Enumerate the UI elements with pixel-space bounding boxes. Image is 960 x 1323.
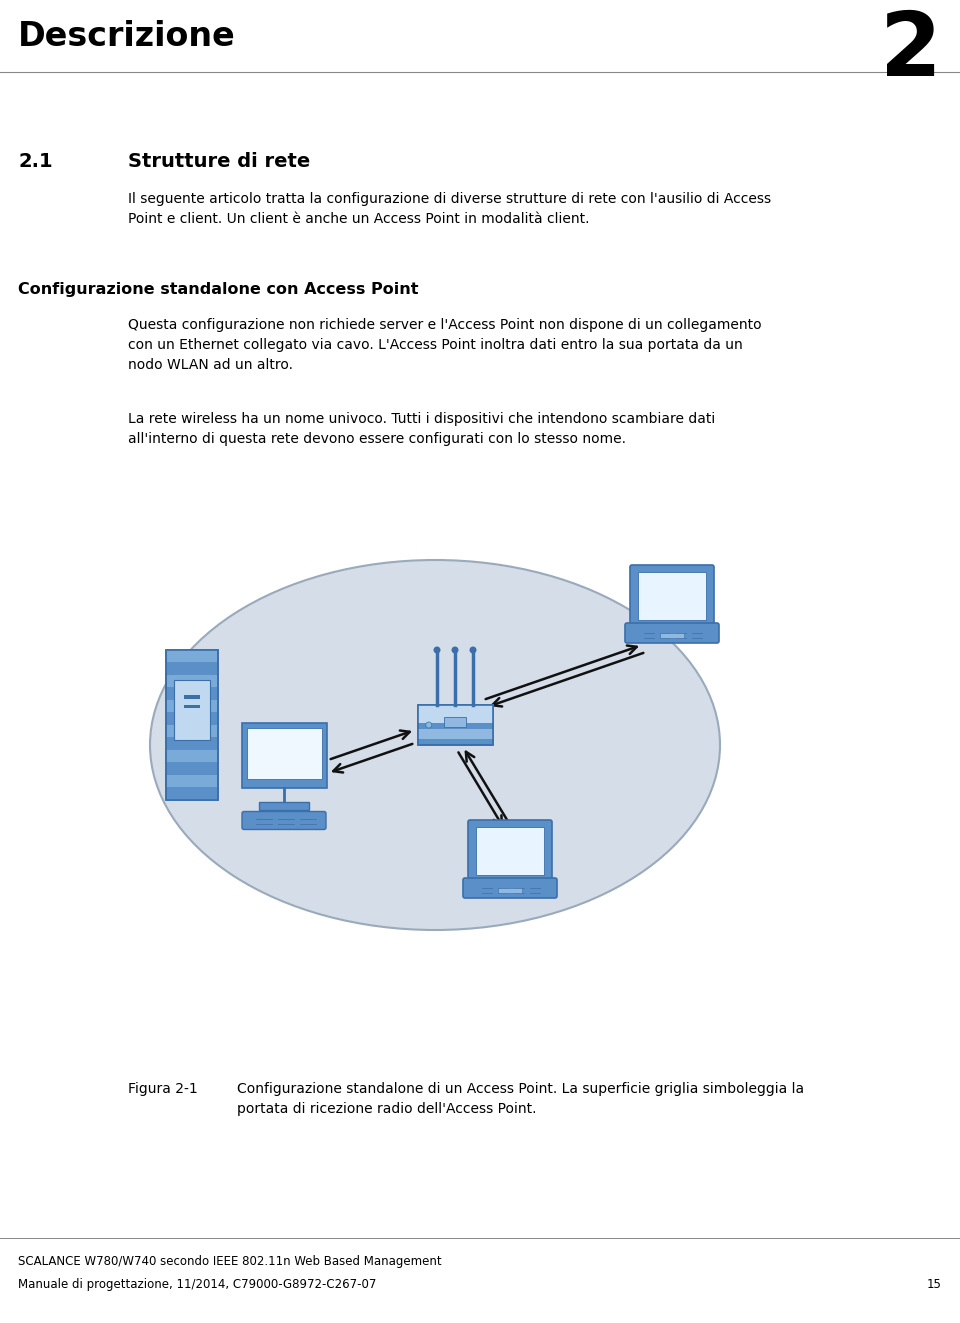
FancyBboxPatch shape — [463, 878, 557, 898]
Bar — [167, 737, 217, 750]
Bar — [167, 700, 217, 712]
Bar — [166, 650, 218, 800]
Text: Configurazione standalone con Access Point: Configurazione standalone con Access Poi… — [18, 282, 419, 296]
Bar — [174, 680, 210, 740]
Text: Manuale di progettazione, 11/2014, C79000-G8972-C267-07: Manuale di progettazione, 11/2014, C7900… — [18, 1278, 376, 1291]
Text: 2.1: 2.1 — [18, 152, 53, 171]
Text: Descrizione: Descrizione — [18, 20, 236, 53]
Circle shape — [469, 647, 476, 654]
Bar — [167, 663, 217, 675]
Bar — [167, 750, 217, 762]
Text: 15: 15 — [927, 1278, 942, 1291]
Text: Il seguente articolo tratta la configurazione di diverse strutture di rete con l: Il seguente articolo tratta la configura… — [128, 192, 771, 226]
Text: Figura 2-1: Figura 2-1 — [128, 1082, 198, 1095]
Bar — [418, 705, 492, 745]
Bar — [242, 722, 326, 787]
Text: La rete wireless ha un nome univoco. Tutti i dispositivi che intendono scambiare: La rete wireless ha un nome univoco. Tut… — [128, 411, 715, 446]
Circle shape — [425, 722, 432, 728]
Bar — [498, 888, 522, 893]
Bar — [184, 705, 200, 708]
Bar — [638, 572, 706, 620]
Bar — [166, 650, 218, 800]
Bar — [167, 775, 217, 787]
Ellipse shape — [150, 560, 720, 930]
Text: Strutture di rete: Strutture di rete — [128, 152, 310, 171]
Bar — [660, 632, 684, 638]
Bar — [247, 728, 322, 778]
Bar — [444, 717, 467, 728]
Bar — [167, 787, 217, 799]
Text: 2: 2 — [880, 8, 942, 95]
Bar — [418, 705, 492, 745]
Circle shape — [434, 647, 441, 654]
Bar — [167, 650, 217, 662]
Bar — [184, 695, 200, 699]
FancyBboxPatch shape — [630, 565, 714, 627]
Bar — [167, 713, 217, 725]
Text: Configurazione standalone di un Access Point. La superficie griglia simboleggia : Configurazione standalone di un Access P… — [237, 1082, 804, 1117]
Bar — [167, 725, 217, 737]
Bar — [476, 827, 544, 875]
Bar — [167, 762, 217, 774]
Bar — [167, 688, 217, 700]
Text: SCALANCE W780/W740 secondo IEEE 802.11n Web Based Management: SCALANCE W780/W740 secondo IEEE 802.11n … — [18, 1256, 442, 1267]
Bar — [418, 729, 492, 740]
Bar — [259, 802, 309, 810]
Bar — [418, 705, 492, 722]
Circle shape — [451, 647, 459, 654]
FancyBboxPatch shape — [468, 820, 552, 882]
Bar — [167, 675, 217, 687]
FancyBboxPatch shape — [242, 811, 326, 830]
FancyBboxPatch shape — [625, 623, 719, 643]
Text: Questa configurazione non richiede server e l'Access Point non dispone di un col: Questa configurazione non richiede serve… — [128, 318, 761, 372]
